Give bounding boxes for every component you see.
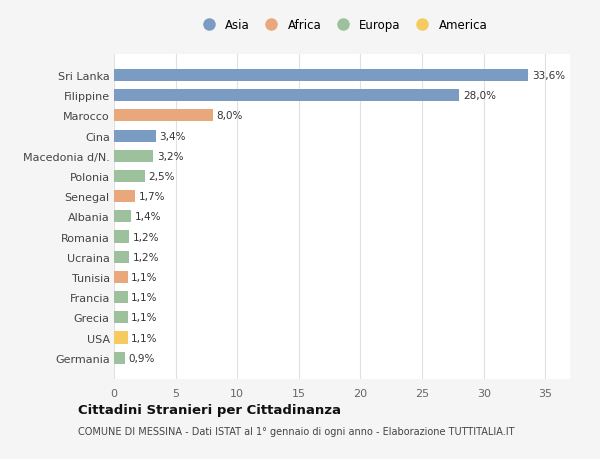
Text: 3,2%: 3,2% [157,151,184,162]
Bar [114,190,135,203]
Bar [114,291,128,303]
Text: 2,5%: 2,5% [149,172,175,182]
Text: 1,1%: 1,1% [131,272,158,282]
Text: 1,1%: 1,1% [131,333,158,343]
Text: Cittadini Stranieri per Cittadinanza: Cittadini Stranieri per Cittadinanza [78,403,341,416]
Bar [114,231,129,243]
Text: 1,7%: 1,7% [139,192,165,202]
Text: 3,4%: 3,4% [160,131,186,141]
Bar [114,251,129,263]
Bar [114,211,131,223]
Text: 33,6%: 33,6% [532,71,565,81]
Text: 0,9%: 0,9% [129,353,155,363]
Text: 1,2%: 1,2% [133,252,159,262]
Text: 8,0%: 8,0% [216,111,242,121]
Bar [114,70,528,82]
Bar [114,130,156,142]
Bar [114,151,154,162]
Text: 1,4%: 1,4% [135,212,161,222]
Text: 28,0%: 28,0% [463,91,496,101]
Text: COMUNE DI MESSINA - Dati ISTAT al 1° gennaio di ogni anno - Elaborazione TUTTITA: COMUNE DI MESSINA - Dati ISTAT al 1° gen… [78,426,515,436]
Text: 1,1%: 1,1% [131,313,158,323]
Bar [114,312,128,324]
Bar [114,90,459,102]
Bar [114,352,125,364]
Bar [114,171,145,183]
Legend: Asia, Africa, Europa, America: Asia, Africa, Europa, America [193,16,491,36]
Bar [114,271,128,283]
Text: 1,2%: 1,2% [133,232,159,242]
Bar [114,332,128,344]
Bar [114,110,212,122]
Text: 1,1%: 1,1% [131,292,158,302]
